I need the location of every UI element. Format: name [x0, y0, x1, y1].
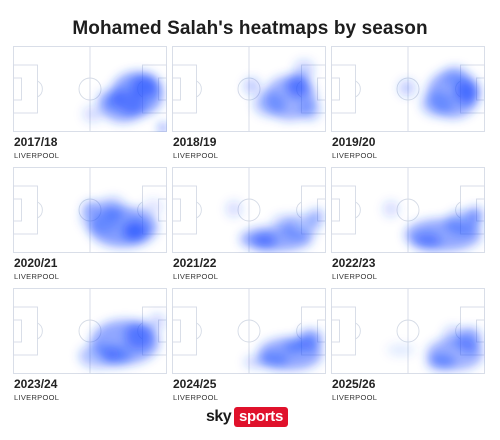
heatmap-panel-2022-23: 2022/23 LIVERPOOL	[331, 167, 486, 283]
heatmap-grid: 2017/18 LIVERPOOL 2018/19 LIVERPOOL 2019/20 L…	[13, 46, 487, 402]
season-label: 2020/21	[14, 256, 58, 270]
season-label: 2025/26	[332, 377, 376, 391]
heatmap-panel-2019-20: 2019/20 LIVERPOOL	[331, 46, 486, 162]
club-label: LIVERPOOL	[173, 393, 219, 402]
heat-blob	[123, 221, 147, 241]
heat-blob	[284, 338, 304, 354]
heat-blob	[101, 197, 125, 217]
heat-density	[387, 326, 483, 370]
club-label: LIVERPOOL	[332, 151, 378, 160]
club-label: LIVERPOOL	[14, 272, 60, 281]
pitch-heatmap	[172, 46, 326, 132]
heat-blob	[159, 124, 167, 132]
heat-blob	[457, 328, 481, 352]
heat-blob	[383, 201, 399, 217]
heatmap-panel-2017-18: 2017/18 LIVERPOOL	[13, 46, 168, 162]
heat-density	[83, 72, 167, 132]
pitch-heatmap	[13, 46, 167, 132]
heat-blob	[244, 356, 268, 368]
heat-density	[226, 201, 324, 251]
heat-blob	[443, 66, 467, 86]
heatmap-panel-2024-25: 2024/25 LIVERPOOL	[172, 288, 327, 404]
heat-blob	[149, 314, 165, 330]
heat-blob	[300, 100, 320, 120]
heat-blob	[467, 207, 483, 223]
heatmap-panel-2018-19: 2018/19 LIVERPOOL	[172, 46, 327, 162]
heat-blob	[252, 233, 276, 249]
heat-blob	[97, 90, 121, 110]
pitch-heatmap	[172, 288, 326, 374]
heat-blob	[254, 92, 286, 116]
heat-blob	[455, 80, 479, 104]
heat-blob	[308, 209, 324, 225]
pitch-heatmap	[172, 167, 326, 253]
club-label: LIVERPOOL	[14, 151, 60, 160]
logo-sports-text: sports	[234, 407, 289, 427]
heat-blob	[125, 322, 153, 350]
club-label: LIVERPOOL	[332, 393, 378, 402]
season-label: 2024/25	[173, 377, 217, 391]
pitch-markings	[172, 288, 326, 374]
heat-density	[399, 66, 479, 118]
heatmap-panel-2023-24: 2023/24 LIVERPOOL	[13, 288, 168, 404]
pitch-heatmap	[331, 288, 485, 374]
heat-blob	[399, 80, 415, 96]
heat-blob	[294, 60, 314, 80]
pitch-markings	[331, 288, 485, 374]
club-label: LIVERPOOL	[173, 151, 219, 160]
heat-blob	[413, 233, 441, 249]
heatmap-panel-2020-21: 2020/21 LIVERPOOL	[13, 167, 168, 283]
pitch-heatmap	[13, 167, 167, 253]
season-label: 2022/23	[332, 256, 376, 270]
heat-blob	[226, 201, 242, 217]
heat-blob	[131, 74, 159, 98]
heatmap-panel-2025-26: 2025/26 LIVERPOOL	[331, 288, 486, 404]
heat-blob	[387, 344, 415, 356]
season-label: 2018/19	[173, 135, 217, 149]
heat-blob	[103, 346, 131, 366]
season-label: 2021/22	[173, 256, 217, 270]
heat-blob	[272, 215, 296, 231]
club-label: LIVERPOOL	[173, 272, 219, 281]
pitch-heatmap	[331, 167, 485, 253]
pitch-heatmap	[13, 288, 167, 374]
heat-density	[79, 314, 165, 368]
season-label: 2019/20	[332, 135, 376, 149]
heat-blob	[298, 330, 322, 350]
heat-density	[244, 330, 322, 370]
heat-blob	[443, 326, 463, 346]
heat-blob	[421, 92, 453, 116]
season-label: 2017/18	[14, 135, 58, 149]
season-label: 2023/24	[14, 377, 58, 391]
heat-blob	[244, 78, 260, 94]
heat-density	[81, 197, 163, 247]
heat-blob	[143, 199, 163, 215]
heat-density	[383, 201, 483, 251]
pitch-heatmap	[331, 46, 485, 132]
heat-blob	[83, 106, 103, 122]
heat-density	[244, 60, 320, 120]
logo-sky-text: sky	[206, 408, 232, 425]
sky-sports-logo: sky sports	[206, 407, 294, 429]
heatmap-panel-2021-22: 2021/22 LIVERPOOL	[172, 167, 327, 283]
club-label: LIVERPOOL	[332, 272, 378, 281]
heat-blob	[83, 201, 99, 217]
club-label: LIVERPOOL	[14, 393, 60, 402]
chart-title: Mohamed Salah's heatmaps by season	[72, 18, 428, 39]
heat-blob	[427, 354, 455, 370]
